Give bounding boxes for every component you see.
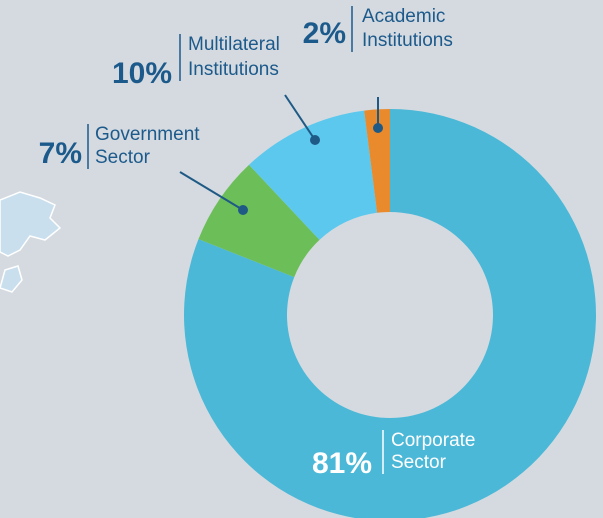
value-label: 7%	[39, 137, 82, 170]
donut-slice	[248, 110, 378, 240]
label-line: Institutions	[362, 30, 453, 51]
donut-slice	[364, 109, 390, 213]
value-label: 2%	[303, 17, 346, 50]
leader-dot	[310, 135, 320, 145]
leader-line	[179, 171, 244, 211]
category-label: Multilateral Institutions	[188, 34, 285, 80]
label-line: Multilateral	[188, 34, 285, 55]
category-label: Corporate Sector	[391, 430, 481, 473]
category-label: Government Sector	[95, 124, 205, 168]
leader-dot	[238, 205, 248, 215]
donut-slice	[198, 164, 320, 278]
leader-dot	[373, 123, 383, 133]
label-line: Sector	[391, 452, 447, 473]
donut-slice	[184, 109, 596, 518]
label-line: Academic	[362, 6, 451, 27]
label-line: Corporate	[391, 430, 481, 451]
label-line: Government	[95, 124, 205, 145]
map-decoration	[0, 191, 62, 293]
label-line: Sector	[95, 147, 151, 168]
value-label: 81%	[312, 447, 372, 480]
value-label: 10%	[112, 57, 172, 90]
label-line: Institutions	[188, 59, 279, 80]
category-label: Academic Institutions	[362, 6, 453, 51]
leader-line	[284, 94, 316, 141]
